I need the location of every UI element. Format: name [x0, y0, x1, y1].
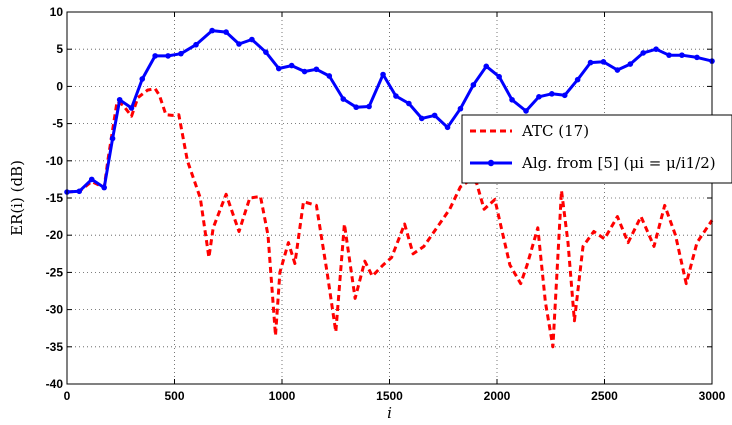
series-point — [301, 68, 308, 75]
series-point — [444, 124, 451, 131]
series-point — [275, 65, 282, 72]
legend-marker-alg — [487, 159, 495, 167]
series-point — [249, 36, 255, 43]
legend-label-atc: ATC (17) — [521, 122, 589, 140]
x-tick-label: 2000 — [484, 389, 511, 403]
series-point — [600, 59, 607, 65]
series-point — [694, 54, 700, 61]
series-point — [627, 61, 634, 67]
series-point — [561, 92, 568, 99]
plot-area — [67, 12, 712, 384]
y-tick-label: 10 — [50, 5, 64, 19]
series-point — [263, 49, 269, 55]
y-tick-label: -15 — [46, 191, 64, 205]
y-tick-label: 5 — [56, 42, 63, 56]
legend-label-alg: Alg. from [5] (μi = μ/i1/2) — [521, 154, 716, 172]
legend: ATC (17) Alg. from [5] (μi = μ/i1/2) — [461, 114, 732, 184]
series-point — [109, 135, 116, 142]
x-tick-label: 2500 — [591, 389, 618, 403]
series-point — [666, 52, 672, 58]
series-point — [288, 62, 295, 69]
series-point — [574, 76, 581, 83]
series-point — [536, 94, 542, 100]
y-tick-label: -40 — [46, 377, 64, 391]
series-point — [431, 112, 438, 119]
series-group — [64, 27, 715, 349]
series-point — [340, 96, 347, 102]
series-point — [587, 59, 594, 66]
series-point — [457, 105, 464, 112]
series-point — [165, 53, 171, 59]
series-point — [313, 66, 320, 73]
series-point — [679, 52, 685, 58]
y-tick-label: -20 — [46, 228, 64, 242]
x-tick-label: 1500 — [376, 389, 403, 403]
series-point — [380, 71, 386, 78]
series-point — [76, 188, 83, 195]
series-point — [152, 53, 158, 59]
x-tick-label: 500 — [164, 389, 184, 403]
series-point — [88, 176, 95, 183]
series-point — [483, 63, 490, 70]
series-point — [614, 67, 621, 73]
x-tick-label: 1000 — [269, 389, 296, 403]
series-point — [523, 108, 529, 114]
series-point — [193, 41, 199, 48]
series-point — [101, 184, 107, 191]
series-point — [406, 100, 412, 107]
series-point — [640, 50, 646, 56]
x-tick-label: 0 — [64, 389, 71, 403]
y-tick-label: -35 — [46, 340, 64, 354]
series-point — [393, 93, 399, 99]
y-tick-label: -25 — [46, 265, 64, 279]
y-tick-label: -30 — [46, 303, 64, 317]
x-axis-label: i — [387, 404, 392, 422]
series-point — [178, 50, 184, 57]
series-point — [418, 115, 425, 122]
series-point — [509, 96, 515, 103]
series-point — [549, 91, 555, 97]
series-point — [470, 82, 477, 88]
legend-box — [461, 114, 732, 184]
series-point — [353, 104, 359, 111]
series-point — [223, 29, 229, 35]
series-point — [128, 105, 135, 111]
series-point — [366, 103, 372, 110]
series-point — [326, 73, 333, 79]
y-tick-label: -10 — [46, 154, 64, 168]
y-tick-label: -5 — [52, 117, 63, 131]
x-tick-label: 3000 — [699, 389, 726, 403]
y-tick-label: 0 — [56, 79, 63, 93]
series-point — [116, 96, 123, 103]
series-point — [496, 73, 502, 80]
series-point — [236, 41, 242, 47]
y-axis-label: ER(i) (dB) — [8, 160, 26, 236]
series-point — [653, 46, 659, 52]
series-point — [209, 27, 215, 34]
series-point — [139, 76, 146, 82]
